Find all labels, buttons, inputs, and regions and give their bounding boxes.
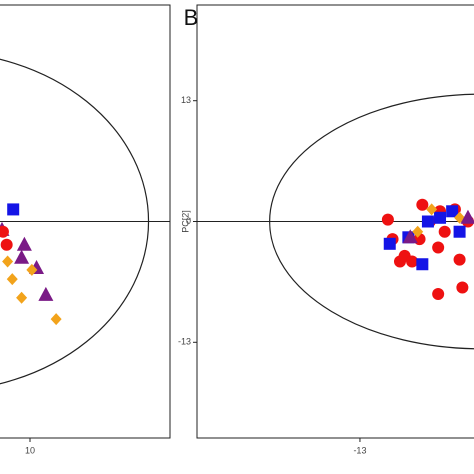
panel: 10 (0, 4, 171, 455)
y-tick-label: 0 (186, 216, 191, 226)
panel: -13 13 0 -13 PC[2] B (178, 4, 474, 455)
x-tick-label: -13 (353, 445, 366, 455)
point (432, 241, 445, 254)
point (402, 229, 418, 244)
point (406, 255, 419, 268)
y-tick-label: -13 (178, 337, 191, 347)
point (16, 291, 28, 304)
point (446, 205, 459, 218)
point (453, 225, 466, 238)
point (381, 213, 394, 226)
point (2, 255, 14, 268)
point (383, 237, 396, 250)
point (438, 225, 451, 238)
confidence-ellipse (0, 58, 150, 385)
point (456, 281, 469, 294)
point (16, 236, 32, 251)
point (7, 203, 20, 216)
point (50, 313, 62, 326)
point (421, 215, 434, 228)
x-tick-label: 10 (25, 445, 35, 455)
point (416, 258, 429, 271)
point (416, 198, 429, 211)
y-tick-label: 13 (181, 95, 191, 105)
point (432, 287, 445, 300)
point (38, 286, 54, 301)
point (412, 225, 424, 238)
point (0, 238, 13, 251)
point (426, 203, 438, 216)
point (26, 263, 38, 276)
point (14, 249, 30, 264)
point (453, 253, 466, 266)
panel-label: B (184, 5, 199, 30)
point (460, 209, 474, 224)
confidence-ellipse (269, 93, 474, 350)
y-axis-label: PC[2] (180, 210, 190, 233)
point (0, 225, 9, 238)
point (6, 273, 18, 286)
point (434, 211, 447, 224)
